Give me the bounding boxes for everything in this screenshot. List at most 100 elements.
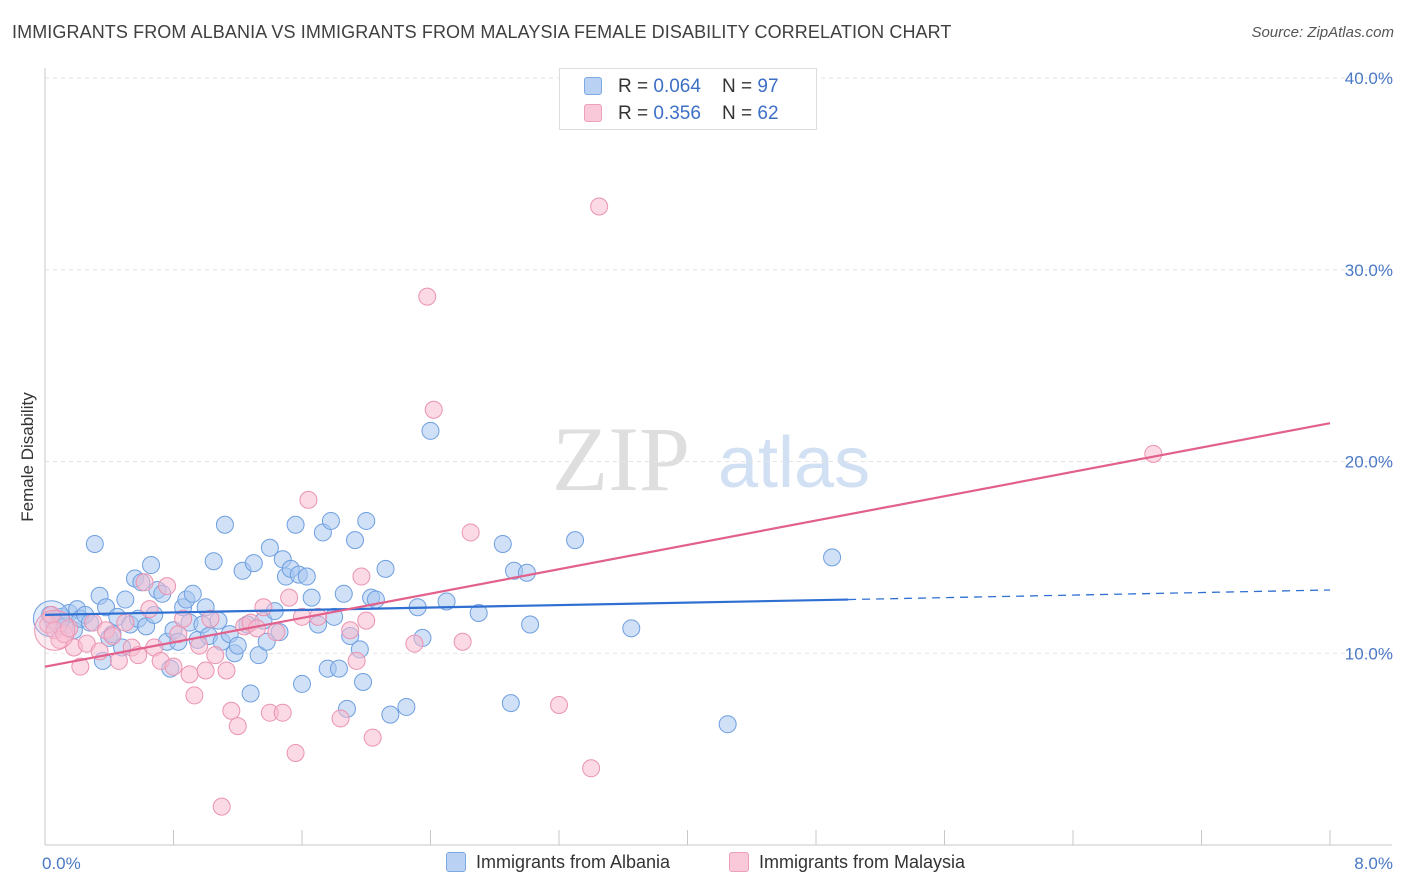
bottom-legend-malaysia: Immigrants from Malaysia: [729, 852, 965, 873]
watermark: ZIP atlas: [552, 408, 870, 510]
malaysia-point: [590, 197, 609, 216]
malaysia-point: [357, 611, 376, 630]
albania-point: [215, 515, 234, 534]
malaysia-swatch: [584, 104, 602, 122]
albania-point: [493, 534, 512, 553]
albania-point: [334, 584, 353, 603]
albania-point: [718, 715, 737, 734]
albania-point: [381, 705, 400, 724]
albania-point: [116, 590, 135, 609]
malaysia-r-value: 0.356: [653, 103, 701, 124]
malaysia-point: [185, 686, 204, 705]
albania-point: [376, 559, 395, 578]
malaysia-point: [174, 609, 193, 628]
albania-point: [293, 674, 311, 693]
malaysia-point: [1144, 444, 1163, 463]
bottom-malaysia-label: Immigrants from Malaysia: [759, 852, 966, 872]
bottom-malaysia-swatch: [729, 852, 749, 872]
malaysia-point: [453, 632, 472, 651]
albania-point: [517, 563, 536, 582]
bottom-albania-swatch: [446, 852, 466, 872]
malaysia-point: [222, 701, 241, 720]
albania-point: [183, 584, 202, 603]
malaysia-point: [405, 634, 424, 653]
albania-trendline-extension: [848, 589, 1331, 601]
albania-point: [297, 567, 316, 586]
malaysia-point: [71, 657, 90, 676]
malaysia-point: [201, 609, 220, 628]
malaysia-point: [140, 600, 159, 619]
albania-point: [321, 511, 340, 530]
albania-point: [346, 531, 365, 550]
x-tick-label-min: 0.0%: [42, 854, 81, 873]
albania-n-value: 97: [757, 76, 779, 97]
watermark-atlas: atlas: [718, 423, 870, 503]
albania-point: [622, 619, 641, 638]
correlation-legend: R = 0.064 N = 97 R = 0.356 N = 62: [559, 68, 817, 130]
albania-point: [228, 636, 247, 655]
malaysia-point: [164, 657, 183, 676]
malaysia-point: [461, 523, 480, 542]
malaysia-point: [267, 623, 286, 642]
albania-swatch: [584, 77, 602, 95]
albania-point: [397, 697, 416, 716]
y-tick-label: 40.0%: [1345, 69, 1393, 88]
albania-point: [421, 421, 440, 440]
malaysia-trendline: [44, 422, 1331, 668]
malaysia-point: [341, 621, 360, 640]
albania-point: [566, 531, 585, 550]
malaysia-point: [34, 609, 76, 651]
albania-point: [244, 554, 263, 573]
x-tick-label-max: 8.0%: [1354, 854, 1393, 873]
y-tick-label: 30.0%: [1345, 261, 1393, 280]
albania-trendline: [44, 598, 849, 616]
albania-point: [469, 603, 488, 622]
albania-point: [249, 646, 268, 665]
albania-point: [241, 684, 260, 703]
albania-stats: R = 0.064 N = 97: [618, 76, 779, 98]
y-tick-label: 20.0%: [1345, 453, 1393, 472]
albania-point: [501, 694, 520, 713]
albania-point: [142, 556, 161, 575]
malaysia-n-label: N =: [722, 103, 758, 124]
malaysia-point: [180, 665, 199, 684]
chart-title: IMMIGRANTS FROM ALBANIA VS IMMIGRANTS FR…: [12, 22, 952, 42]
malaysia-point: [103, 626, 122, 645]
albania-r-label: R =: [618, 76, 654, 97]
malaysia-point: [196, 661, 215, 680]
malaysia-point: [363, 728, 382, 747]
albania-point: [437, 592, 456, 611]
albania-point: [286, 515, 305, 534]
malaysia-point: [116, 613, 135, 632]
malaysia-point: [217, 661, 236, 680]
axes: [44, 68, 1392, 846]
malaysia-point: [158, 577, 177, 596]
malaysia-point: [273, 703, 292, 722]
source-label: Source: ZipAtlas.com: [1251, 24, 1394, 41]
albania-point: [260, 538, 279, 557]
albania-point: [85, 534, 104, 553]
bottom-legend-albania: Immigrants from Albania: [446, 852, 670, 873]
y-tick-labels: 10.0% 20.0% 30.0% 40.0%: [1345, 69, 1393, 663]
albania-point: [329, 659, 348, 678]
malaysia-r-label: R =: [618, 103, 654, 124]
malaysia-point: [352, 567, 371, 586]
malaysia-n-value: 62: [757, 103, 779, 124]
albania-point: [357, 511, 376, 530]
albania-point: [204, 552, 223, 571]
x-tick-labels: 0.0% 8.0%: [42, 854, 1393, 873]
series-malaysia-points: [34, 197, 1163, 816]
malaysia-point: [254, 598, 273, 617]
malaysia-point: [228, 717, 247, 736]
malaysia-point: [418, 287, 437, 306]
albania-point: [521, 615, 540, 634]
malaysia-point: [212, 797, 231, 816]
bottom-albania-label: Immigrants from Albania: [476, 852, 671, 872]
albania-point: [823, 548, 842, 567]
malaysia-point: [347, 651, 366, 670]
watermark-zip: ZIP: [552, 408, 690, 510]
malaysia-point: [550, 696, 568, 715]
malaysia-point: [206, 646, 225, 665]
malaysia-point: [299, 490, 318, 509]
y-tick-label: 10.0%: [1345, 644, 1393, 663]
